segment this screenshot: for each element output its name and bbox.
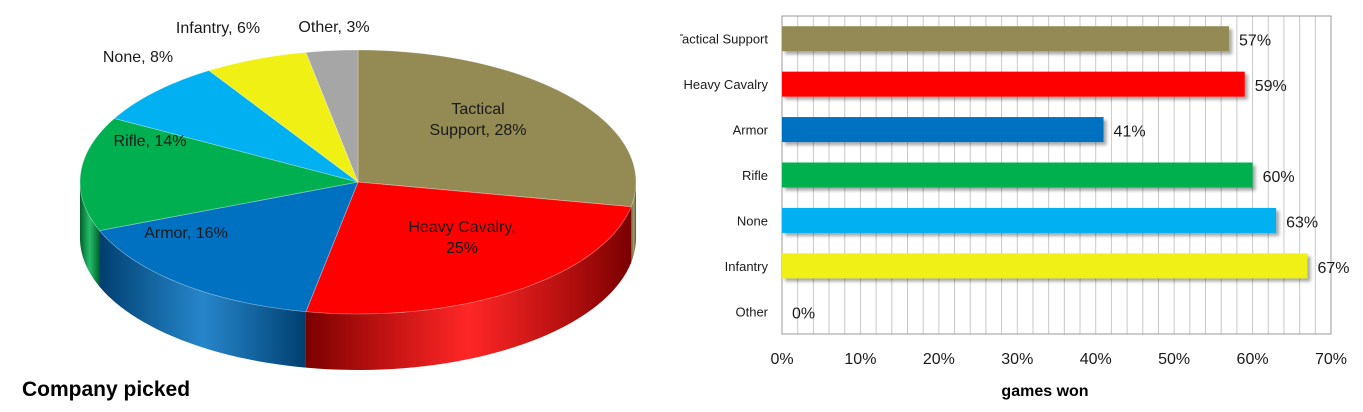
value-label-infantry: 67% — [1317, 260, 1349, 277]
bars — [782, 26, 1308, 279]
pie-side-heavy-cavalry — [305, 206, 632, 370]
bar-armor — [782, 117, 1104, 143]
category-label-heavy-cavalry: Heavy Cavalry — [683, 77, 768, 92]
value-label-heavy-cavalry: 59% — [1255, 78, 1287, 95]
pie-slice-infantry — [208, 51, 359, 184]
x-tick-label: 70% — [1315, 351, 1347, 368]
pie-title: Company picked — [22, 378, 190, 401]
value-label-tactical-support: 57% — [1239, 33, 1271, 50]
pie-side-armor — [99, 230, 306, 368]
pie-side-tactical-support — [631, 182, 636, 263]
pie-slice-label-rifle: Rifle, 14% — [114, 133, 187, 150]
pie-slice-label-heavy-cavalry: Heavy Cavalry, 25% — [408, 219, 515, 257]
pie-slice-tactical-support — [357, 49, 637, 208]
pie-slice-label-infantry: Infantry, 6% — [176, 20, 260, 37]
x-tick-label: 30% — [1001, 351, 1033, 368]
pie-slice-label-none: None, 8% — [103, 49, 173, 66]
category-label-rifle: Rifle — [742, 168, 768, 183]
x-axis: 0% 10% 20% 30% 40% 50% 60% 70% — [770, 351, 1347, 368]
value-label-armor: 41% — [1114, 124, 1146, 141]
category-label-other: Other — [735, 304, 768, 319]
x-tick-label: 40% — [1080, 351, 1112, 368]
pie-slice-label-tactical-support: Tactical Support, 28% — [430, 101, 527, 139]
x-tick-label: 20% — [923, 351, 955, 368]
pie-side-rifle — [80, 182, 100, 287]
x-tick-label: 60% — [1237, 351, 1269, 368]
x-tick-label: 10% — [844, 351, 876, 368]
value-label-rifle: 60% — [1263, 169, 1295, 186]
pie-labels: Tactical Support, 28% Heavy Cavalry, 25% Arm… — [103, 19, 527, 257]
pie-slice-rifle — [79, 117, 359, 232]
category-label-none: None — [737, 213, 768, 228]
x-tick-label: 0% — [770, 351, 793, 368]
x-axis-label: games won — [1001, 383, 1088, 400]
pie-slice-label-armor: Armor, 16% — [144, 225, 228, 242]
pie-top — [79, 49, 637, 315]
value-label-none: 63% — [1286, 214, 1318, 231]
bar-chart: 0% 10% 20% 30% 40% 50% 60% 70% games won Tactical… — [680, 15, 1350, 400]
category-label-infantry: Infantry — [725, 259, 769, 274]
category-label-armor: Armor — [733, 123, 769, 138]
pie-sides — [80, 182, 636, 370]
x-tick-label: 50% — [1158, 351, 1190, 368]
bar-rifle — [782, 162, 1253, 188]
pie-slice-label-other: Other, 3% — [298, 19, 369, 36]
pie-chart: Tactical Support, 28% Heavy Cavalry, 25% Arm… — [22, 19, 637, 401]
pie-slice-armor — [98, 181, 359, 313]
category-label-tactical-support: Tactical Support — [680, 32, 768, 47]
bar-infantry — [782, 253, 1308, 279]
pie-slice-other — [305, 49, 359, 183]
pie-slice-none — [113, 70, 359, 183]
bar-none — [782, 207, 1277, 233]
value-label-other: 0% — [792, 305, 815, 322]
bar-heavy-cavalry — [782, 71, 1245, 97]
bar-tactical-support — [782, 26, 1230, 52]
pie-slice-heavy-cavalry — [305, 181, 632, 315]
